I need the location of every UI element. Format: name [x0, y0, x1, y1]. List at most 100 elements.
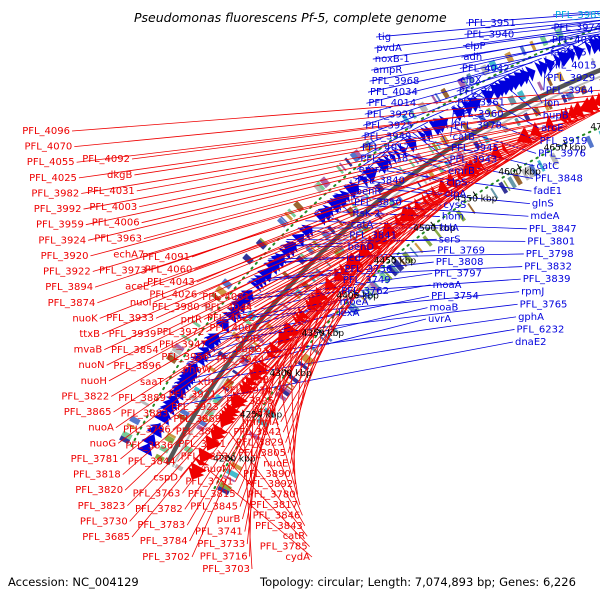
orf-feature-block — [585, 135, 595, 149]
cog-feature-block — [196, 424, 206, 432]
forward-gene-connector — [521, 67, 543, 104]
reverse-gene-label: PFL_3818 — [73, 470, 121, 481]
reverse-gene-label: ivd — [252, 365, 267, 376]
forward-gene-arrow — [207, 333, 222, 344]
forward-gene-label: PFL_3960 — [456, 109, 504, 120]
orf-feature-block — [219, 481, 232, 492]
reverse-gene-label: dkgB — [107, 170, 132, 181]
forward-gene-arrow — [519, 69, 531, 85]
reverse-gene-label: PFL_3883 — [121, 409, 169, 420]
reverse-gene-arrow — [198, 447, 215, 457]
reverse-gene-label: PFL_3822 — [61, 391, 109, 402]
cog-feature-block — [486, 107, 494, 118]
cog-feature-block — [461, 149, 468, 158]
reverse-gene-connector — [263, 377, 301, 506]
reverse-gene-arrow — [476, 155, 486, 171]
forward-gene-connector — [358, 121, 429, 159]
forward-gene-label: lexA — [338, 308, 360, 319]
reverse-gene-connector — [162, 201, 440, 367]
cog-feature-block — [214, 393, 224, 403]
reverse-gene-connector — [146, 135, 548, 255]
forward-gene-connector — [552, 10, 600, 16]
forward-gene-connector — [551, 20, 600, 28]
reverse-gene-label: PFL_3785 — [260, 542, 308, 553]
forward-gene-label: fadE1 — [533, 186, 562, 197]
orf-feature-block — [392, 259, 405, 272]
reverse-gene-label: PFL_4092 — [82, 154, 130, 165]
forward-gene-label: catC — [537, 161, 560, 172]
forward-gene-label: fadD35 — [550, 48, 586, 59]
orf-feature-block — [174, 342, 185, 352]
cog-feature-block — [241, 356, 250, 364]
reverse-gene-arrow — [232, 391, 248, 407]
reverse-gene-label: PFL_3980 — [152, 302, 200, 313]
cog-feature-block — [207, 405, 217, 414]
forward-gene-label: PFL_3798 — [526, 249, 574, 260]
orf-feature-block — [480, 64, 491, 76]
forward-gene-label: uvrA — [428, 314, 451, 325]
orf-feature-block — [371, 280, 382, 291]
reverse-gene-label: PFL_3815 — [188, 489, 236, 500]
cog-feature-block — [238, 357, 249, 367]
forward-gene-connector — [458, 47, 565, 81]
forward-gene-connector — [264, 257, 345, 264]
forward-gene-label: hom — [442, 212, 464, 223]
orf-feature-block — [313, 182, 324, 194]
orf-feature-block — [512, 172, 523, 186]
genome-summary: Topology: circular; Length: 7,074,893 bp… — [259, 575, 576, 589]
reverse-gene-label: PFL_4025 — [29, 173, 77, 184]
forward-gene-connector — [386, 151, 534, 179]
reverse-gene-connector — [81, 107, 600, 194]
forward-gene-label: aroE — [541, 123, 563, 134]
reverse-gene-connector — [289, 343, 296, 485]
kbp-tick-mark — [472, 191, 479, 199]
orf-feature-block — [378, 271, 391, 284]
forward-gene-label: PFL_3927 — [459, 86, 507, 97]
forward-gene-label: moaA — [433, 280, 462, 291]
orf-feature-block — [220, 278, 233, 290]
reverse-gene-label: PFL_3963 — [94, 234, 142, 245]
kbp-tick-label: 4200 kbp — [213, 454, 256, 464]
forward-gene-label: PFL_4015 — [549, 60, 597, 71]
forward-gene-connector — [369, 42, 577, 82]
kbp-tick-label: 4700 kbp — [590, 123, 600, 133]
orf-feature-block — [401, 113, 411, 125]
reverse-gene-label: PFL_3836 — [125, 441, 173, 452]
reverse-gene-label: cydA — [285, 552, 310, 563]
forward-gene-label: PFL_3850 — [354, 198, 402, 209]
forward-gene-connector — [455, 68, 520, 104]
forward-gene-label: gphA — [518, 312, 544, 323]
reverse-gene-label: nuoH — [81, 376, 107, 387]
cog-feature-block — [174, 463, 184, 472]
reverse-gene-label: PFL_3842 — [233, 427, 281, 438]
kbp-tick-mark — [390, 254, 397, 262]
reverse-gene-label: PFL_3782 — [135, 504, 183, 515]
orf-feature-block — [166, 353, 178, 364]
kbp-tick-label: 4400 kbp — [336, 292, 379, 302]
cog-feature-block — [324, 259, 332, 267]
reverse-gene-arrow — [584, 94, 600, 112]
backbone-shadow — [171, 75, 600, 468]
cog-feature-block — [546, 76, 553, 87]
reverse-gene-connector — [88, 125, 567, 241]
cog-feature-block — [412, 156, 420, 165]
orf-feature-block — [528, 163, 539, 177]
reverse-gene-label: PFL_3972 — [157, 327, 205, 338]
forward-gene-arrow — [362, 168, 378, 184]
reverse-gene-label: cybB — [235, 334, 260, 345]
forward-gene-connector — [498, 79, 541, 116]
forward-gene-label: PFL_6232 — [517, 324, 565, 335]
forward-gene-label: hupB — [543, 111, 569, 122]
reverse-gene-connector — [263, 161, 501, 350]
reverse-gene-label: PFL_3914 — [224, 386, 272, 397]
reverse-gene-connector — [244, 360, 278, 532]
reverse-gene-connector — [203, 143, 532, 320]
forward-gene-label: lolA — [440, 223, 459, 234]
forward-gene-label: PFL_3918 — [360, 153, 408, 164]
forward-gene-arrow — [583, 40, 592, 56]
forward-gene-label: emrA — [359, 164, 386, 175]
forward-gene-arrow — [416, 129, 426, 144]
